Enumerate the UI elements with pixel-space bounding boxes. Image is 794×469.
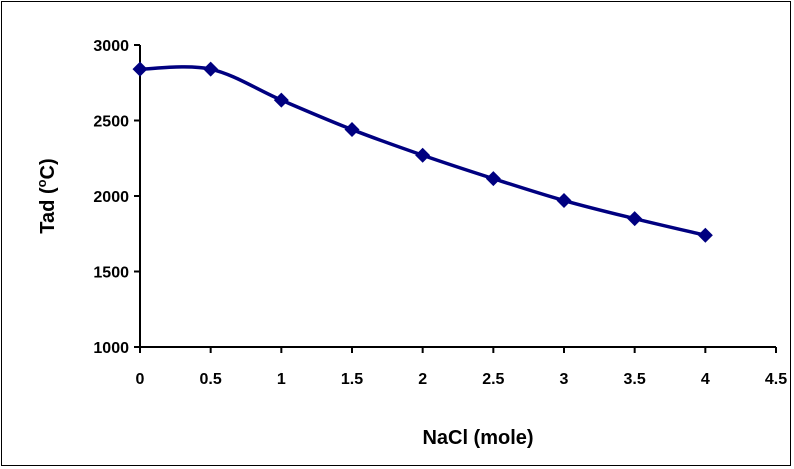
data-point-marker [485,171,501,187]
y-tick-label: 1000 [93,340,129,357]
data-point-marker [132,61,148,77]
y-tick-label: 3000 [93,38,129,55]
x-tick-label: 3 [560,371,569,388]
x-tick-label: 2.5 [482,371,504,388]
x-tick-label: 0 [136,371,145,388]
y-axis-title-superscript: o [34,179,49,187]
series-markers [132,61,713,243]
axes [139,45,776,348]
x-tick-label: 4 [701,371,710,388]
y-axis-title-rest: C) [37,158,59,179]
x-tick-label: 1.5 [341,371,363,388]
x-tick-label: 0.5 [200,371,222,388]
data-point-marker [415,147,431,163]
data-point-marker [556,193,572,209]
data-point-marker [627,211,643,227]
axis-ticks [134,44,777,353]
y-tick-label: 1500 [93,265,129,282]
data-point-marker [697,227,713,243]
data-point-marker [344,122,360,138]
x-tick-label: 3.5 [624,371,646,388]
y-axis-title-main: Tad ( [37,187,59,234]
y-axis-title: Tad (oC) [34,158,59,233]
x-axis-title: NaCl (mole) [422,427,533,449]
y-tick-label: 2000 [93,189,129,206]
x-tick-label: 1 [277,371,286,388]
x-tick-label: 2 [418,371,427,388]
tick-labels: 0 0.5 1 1.5 2 2.5 3 3.5 4 4.5 3000 2500 2000 1500 1000 [93,38,787,388]
x-tick-label: 4.5 [765,371,787,388]
data-point-marker [203,61,219,77]
data-point-marker [273,92,289,108]
y-tick-label: 2500 [93,114,129,131]
